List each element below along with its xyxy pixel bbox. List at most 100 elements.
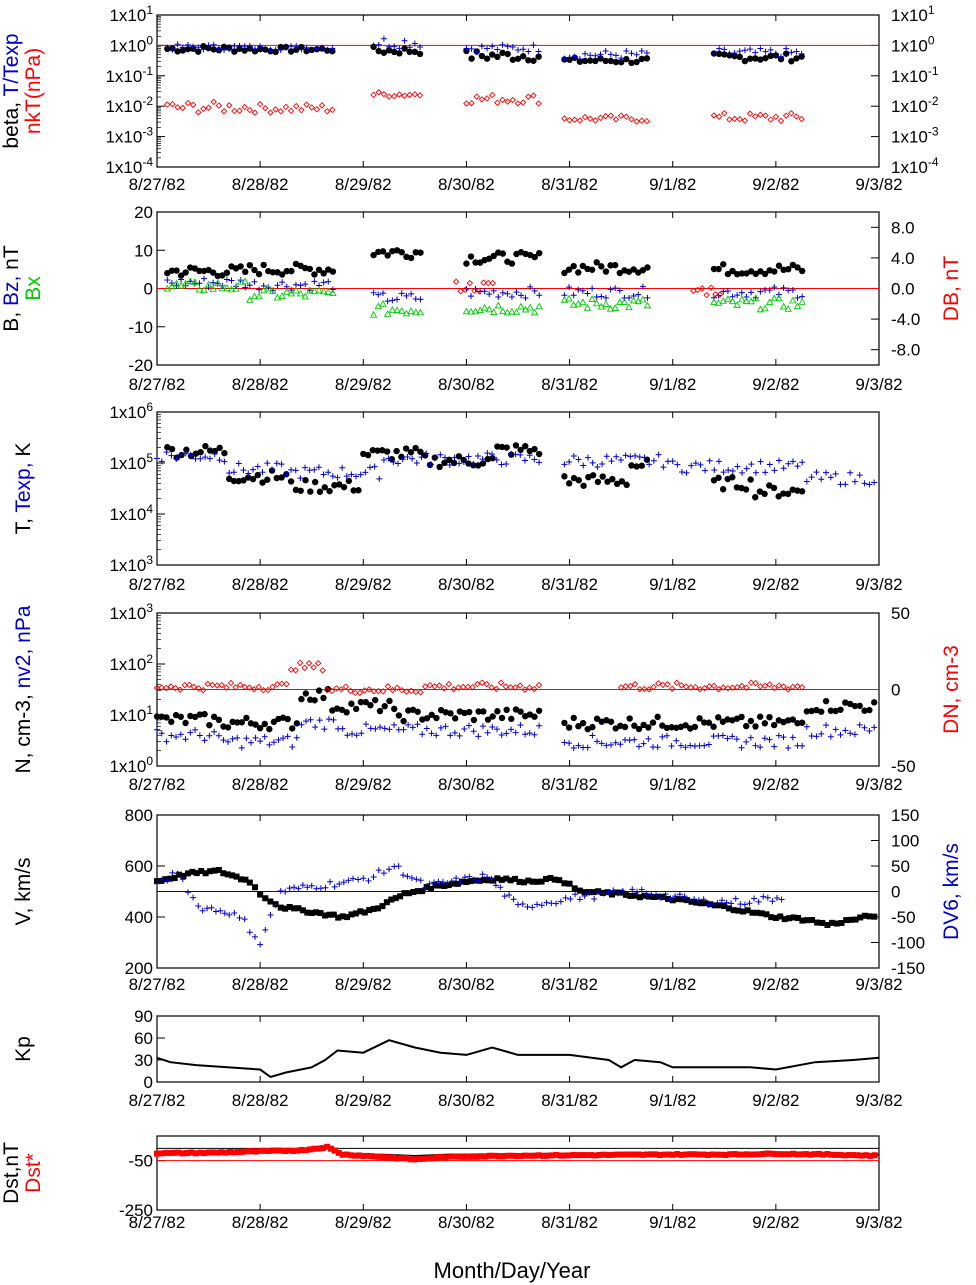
data-point <box>721 110 728 117</box>
data-point <box>206 455 213 462</box>
data-point <box>423 884 430 891</box>
data-point <box>311 478 319 486</box>
data-point <box>608 741 615 748</box>
data-point <box>333 685 340 692</box>
data-point <box>158 713 165 720</box>
data-point <box>418 454 425 461</box>
data-point <box>632 452 639 459</box>
y-axis-label-left: V, km/s <box>12 857 35 925</box>
data-point <box>576 55 583 62</box>
y-tick-label-right: 0.0 <box>891 280 915 299</box>
data-point <box>482 1153 489 1160</box>
data-point <box>238 719 246 726</box>
data-point <box>200 275 207 282</box>
data-point <box>760 1150 767 1157</box>
data-point <box>673 679 681 687</box>
data-point <box>335 1149 342 1156</box>
data-point <box>845 1152 852 1159</box>
data-point <box>663 732 670 739</box>
data-point <box>326 911 333 918</box>
data-point <box>561 115 568 122</box>
data-point <box>522 295 529 302</box>
data-point <box>628 50 635 57</box>
data-point <box>607 112 615 119</box>
data-point <box>850 1152 857 1159</box>
data-point <box>682 722 689 729</box>
data-point <box>561 269 568 277</box>
data-point <box>566 480 573 487</box>
data-point <box>325 469 332 476</box>
data-point <box>325 716 332 723</box>
data-point <box>256 724 264 732</box>
panel-temperature: 8/27/82 8/28/82 8/29/82 8/30/82 8/31/82 9/1/8… <box>12 400 903 594</box>
data-point <box>784 490 792 498</box>
data-point <box>514 55 522 62</box>
data-point <box>369 446 377 454</box>
data-point <box>386 43 393 50</box>
data-point <box>847 916 854 923</box>
x-tick-label: 8/31/82 <box>541 775 598 794</box>
data-point <box>317 910 324 917</box>
data-point <box>738 289 745 296</box>
data-point <box>729 474 736 481</box>
data-point <box>729 733 736 740</box>
plot-frame <box>156 1015 880 1083</box>
data-point <box>494 46 501 53</box>
data-point <box>370 873 377 880</box>
data-point <box>772 113 780 120</box>
data-point <box>620 298 629 305</box>
data-point <box>509 1152 516 1159</box>
data-point <box>780 490 787 497</box>
data-point <box>738 744 745 751</box>
data-point <box>613 453 620 460</box>
data-point <box>384 252 391 259</box>
data-point <box>747 476 754 483</box>
data-point <box>688 462 695 469</box>
data-point <box>174 48 181 55</box>
data-point <box>785 460 792 467</box>
data-point <box>705 901 712 908</box>
data-point <box>331 482 338 489</box>
data-point <box>466 708 473 716</box>
data-point <box>788 58 795 65</box>
data-point <box>200 43 207 50</box>
data-point <box>182 450 189 457</box>
data-point <box>311 278 318 285</box>
data-point <box>858 1152 865 1159</box>
data-point <box>794 914 801 921</box>
x-tick-label: 9/1/82 <box>649 775 696 794</box>
data-point <box>393 447 400 455</box>
data-point <box>497 679 505 686</box>
data-point <box>757 458 764 465</box>
data-point <box>631 1151 638 1158</box>
data-point <box>463 260 470 267</box>
data-point <box>631 680 639 688</box>
data-point <box>813 733 820 740</box>
data-point <box>780 683 787 690</box>
data-point <box>635 291 642 298</box>
data-point <box>483 55 491 62</box>
data-point <box>272 106 279 113</box>
data-point <box>479 871 486 878</box>
data-point <box>246 296 254 303</box>
data-point <box>803 708 810 715</box>
data-point <box>531 685 538 693</box>
data-point <box>431 879 438 886</box>
data-point <box>772 1151 779 1158</box>
data-point <box>722 1151 729 1158</box>
data-point <box>451 729 458 736</box>
data-point <box>608 458 615 465</box>
data-point <box>692 460 699 467</box>
data-point <box>526 684 533 691</box>
data-point <box>592 1152 599 1159</box>
data-point <box>324 46 331 53</box>
data-point <box>778 53 785 60</box>
data-point <box>153 713 161 720</box>
data-point <box>385 93 393 100</box>
data-point <box>818 730 825 737</box>
data-point <box>635 743 642 750</box>
data-point <box>463 45 470 52</box>
data-point <box>234 719 241 726</box>
data-point <box>562 894 569 901</box>
data-point <box>866 728 873 735</box>
